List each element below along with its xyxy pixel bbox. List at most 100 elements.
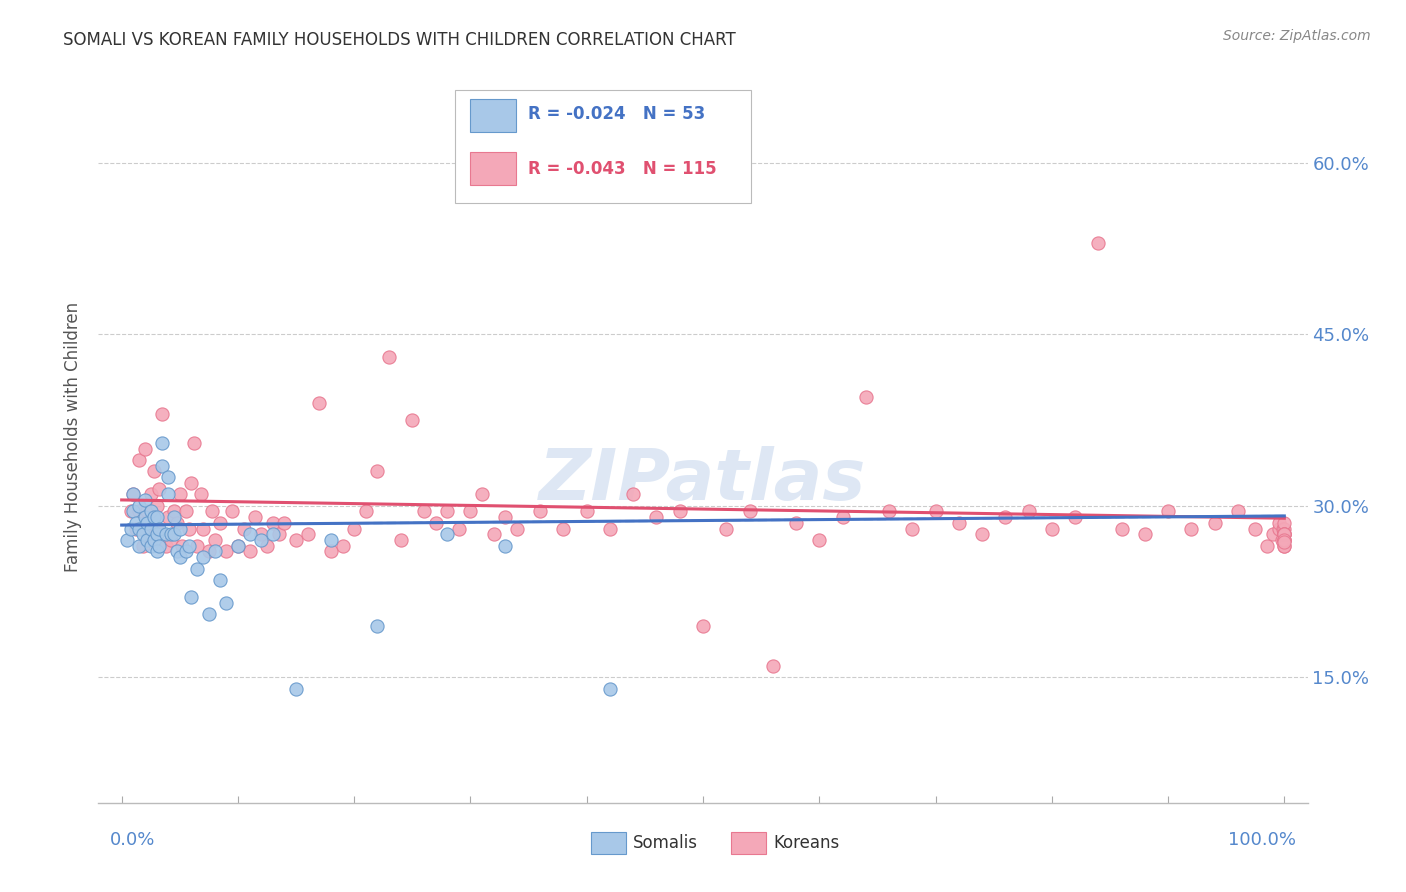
Point [599, 681, 621, 696]
Point [901, 521, 924, 535]
Point [143, 510, 166, 524]
Point [145, 544, 167, 558]
Point [245, 510, 267, 524]
Point [389, 533, 412, 547]
Point [134, 492, 156, 507]
Point [436, 527, 458, 541]
Point [136, 504, 159, 518]
Text: ZIPatlas: ZIPatlas [540, 447, 866, 516]
Point [1244, 521, 1267, 535]
Point [1018, 504, 1040, 518]
Point [155, 539, 177, 553]
Point [378, 350, 401, 364]
Point [128, 521, 150, 535]
Point [183, 435, 205, 450]
Point [139, 539, 162, 553]
Point [413, 504, 436, 518]
Point [808, 533, 831, 547]
Point [143, 464, 166, 478]
Point [120, 504, 142, 518]
Point [157, 510, 180, 524]
Point [877, 504, 900, 518]
Point [621, 487, 644, 501]
Point [297, 527, 319, 541]
Text: SOMALI VS KOREAN FAMILY HOUSEHOLDS WITH CHILDREN CORRELATION CHART: SOMALI VS KOREAN FAMILY HOUSEHOLDS WITH … [63, 31, 735, 49]
Point [494, 510, 516, 524]
Point [186, 539, 208, 553]
Point [226, 539, 249, 553]
Point [150, 458, 173, 473]
Point [319, 533, 342, 547]
Point [143, 533, 166, 547]
Point [128, 539, 150, 553]
Point [145, 499, 167, 513]
Point [1272, 527, 1295, 541]
Point [172, 539, 194, 553]
Point [134, 510, 156, 524]
Point [506, 521, 529, 535]
Text: Source: ZipAtlas.com: Source: ZipAtlas.com [1223, 29, 1371, 43]
Point [1204, 516, 1226, 530]
Point [716, 521, 738, 535]
Point [179, 539, 201, 553]
Point [970, 527, 993, 541]
Point [1272, 539, 1295, 553]
Point [1272, 535, 1295, 549]
Point [163, 527, 186, 541]
Point [191, 521, 214, 535]
Point [1272, 516, 1295, 530]
FancyBboxPatch shape [456, 90, 751, 203]
Point [1064, 510, 1087, 524]
Point [285, 533, 308, 547]
Point [425, 516, 447, 530]
Point [174, 504, 197, 518]
Text: R = -0.043   N = 115: R = -0.043 N = 115 [527, 160, 716, 178]
Point [1267, 516, 1289, 530]
Point [134, 442, 156, 456]
Point [157, 470, 180, 484]
Text: 100.0%: 100.0% [1227, 831, 1296, 849]
Text: 0.0%: 0.0% [110, 831, 156, 849]
Point [1226, 504, 1249, 518]
Point [120, 521, 142, 535]
Point [169, 521, 191, 535]
Point [117, 533, 139, 547]
Point [762, 658, 785, 673]
Point [1040, 521, 1063, 535]
Point [204, 544, 226, 558]
Point [145, 521, 167, 535]
Point [401, 413, 423, 427]
Point [366, 464, 388, 478]
Text: Somalis: Somalis [633, 834, 697, 852]
Point [122, 504, 145, 518]
Point [239, 527, 262, 541]
Point [186, 561, 208, 575]
Point [232, 521, 254, 535]
Point [155, 527, 177, 541]
Point [136, 516, 159, 530]
Point [124, 516, 146, 530]
Point [553, 521, 575, 535]
Point [1272, 539, 1295, 553]
Point [1133, 527, 1156, 541]
Point [948, 516, 970, 530]
Point [1272, 527, 1295, 541]
Point [285, 681, 308, 696]
Point [1272, 521, 1295, 535]
Point [738, 504, 761, 518]
Point [128, 453, 150, 467]
Point [262, 516, 284, 530]
Point [163, 510, 186, 524]
Point [122, 487, 145, 501]
Point [1271, 533, 1294, 547]
Point [692, 618, 714, 632]
Point [262, 527, 284, 541]
Point [145, 527, 167, 541]
Point [166, 544, 188, 558]
Point [226, 539, 249, 553]
Point [209, 573, 232, 587]
Point [1261, 527, 1284, 541]
Point [150, 407, 173, 421]
Point [924, 504, 946, 518]
Point [221, 504, 243, 518]
